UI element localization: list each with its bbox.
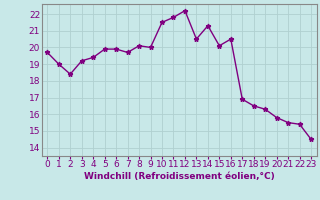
X-axis label: Windchill (Refroidissement éolien,°C): Windchill (Refroidissement éolien,°C) bbox=[84, 172, 275, 181]
